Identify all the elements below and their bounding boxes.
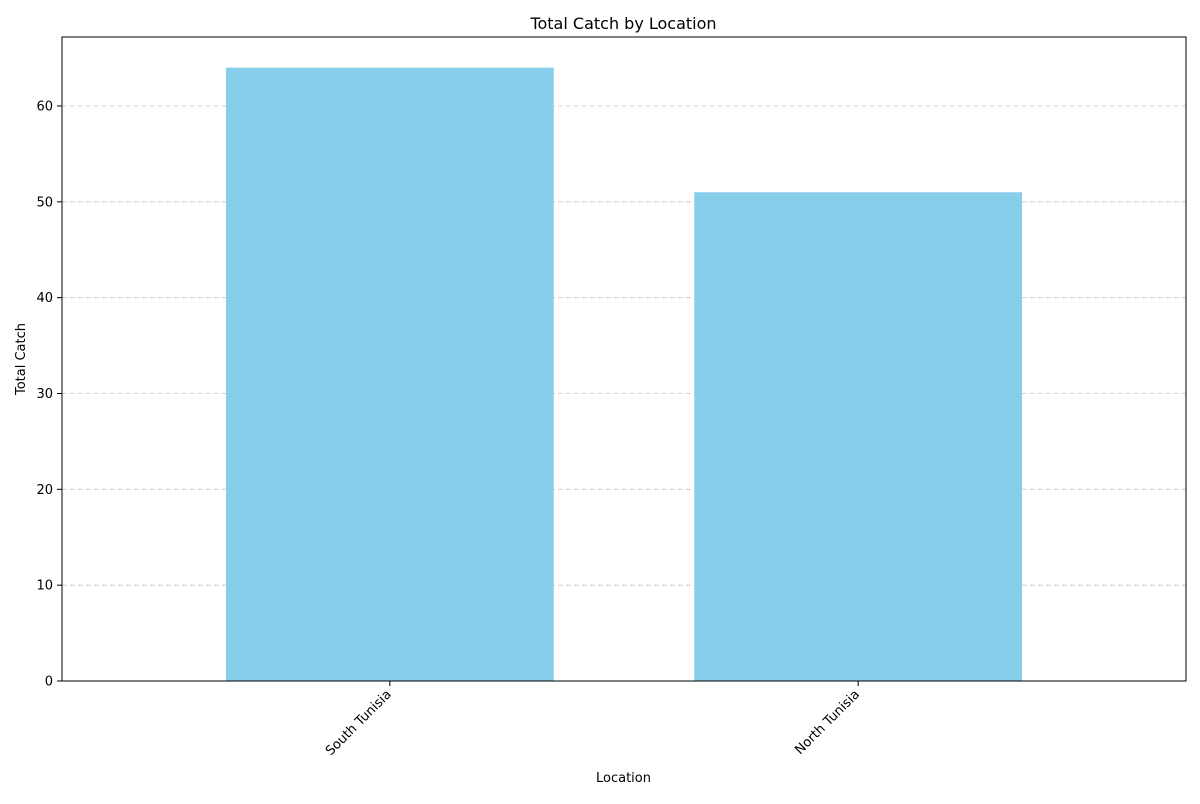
x-axis-ticks: South Tunisia North Tunisia	[323, 681, 863, 759]
y-axis-label: Total Catch	[14, 323, 29, 396]
plot-frame	[61, 36, 1187, 682]
bar-north-tunisia	[694, 192, 1023, 681]
x-tick-label: North Tunisia	[792, 687, 863, 758]
x-axis-label: Location	[596, 771, 651, 786]
bars	[225, 67, 1023, 681]
y-tick-label: 0	[45, 675, 53, 690]
x-tick-label: South Tunisia	[323, 687, 395, 759]
y-tick-label: 40	[36, 291, 53, 306]
bar-south-tunisia	[225, 67, 554, 681]
y-tick-label: 30	[36, 387, 53, 402]
y-tick-label: 50	[36, 195, 53, 210]
y-tick-label: 10	[36, 579, 53, 594]
chart-title: Total Catch by Location	[529, 14, 716, 33]
y-tick-label: 60	[36, 100, 53, 115]
y-axis-ticks: 0 10 20 30 40 50 60	[36, 100, 62, 690]
y-tick-label: 20	[36, 483, 53, 498]
